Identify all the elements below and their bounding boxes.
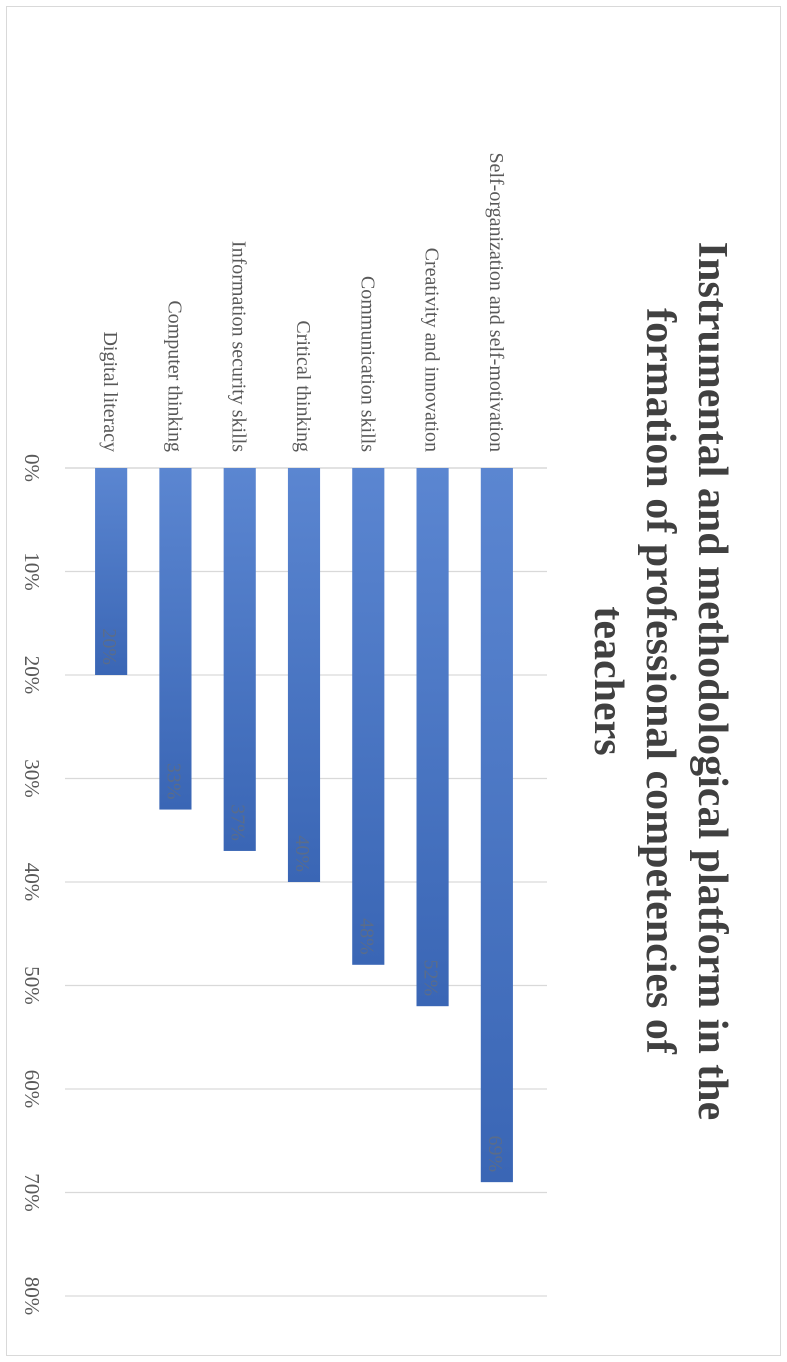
y-tick-label: 20% [20, 656, 44, 695]
y-tick-label: 50% [20, 966, 44, 1005]
data-labels: 69% 52% 48% 40% 37% 33% 20% [98, 628, 506, 1172]
bar [416, 468, 449, 1007]
category-label: Critical thinking [292, 320, 314, 452]
data-label: 20% [98, 628, 120, 665]
data-label: 52% [420, 960, 442, 997]
bar [223, 468, 256, 851]
bar [352, 468, 385, 965]
bar [287, 468, 321, 882]
y-tick-label: 40% [20, 863, 44, 902]
bars [95, 468, 513, 1183]
category-label: Information security skills [228, 241, 250, 452]
data-label: 69% [484, 1135, 506, 1172]
category-labels: Self-organization and self-motivation Cre… [99, 152, 507, 452]
y-tick-label: 10% [20, 552, 44, 591]
category-label: Digital literacy [99, 331, 121, 452]
chart-title-line-3: teachers [585, 606, 631, 755]
data-label: 40% [291, 835, 313, 872]
data-label: 48% [355, 918, 377, 955]
category-label: Communication skills [356, 276, 378, 452]
category-label: Computer thinking [163, 300, 185, 452]
chart-title: Instrumental and methodological platform… [585, 242, 735, 1121]
bar [480, 468, 513, 1183]
rotated-chart-group: 69% 52% 48% 40% 37% 33% 20% 0% 10% 20% 30% 40% 50% 6… [20, 152, 735, 1315]
y-tick-label: 70% [20, 1173, 44, 1212]
gridlines [65, 467, 547, 1297]
data-label: 33% [162, 763, 184, 800]
bar [159, 468, 192, 810]
chart-title-line-2: formation of professional competencies o… [637, 308, 683, 1055]
y-tick-label: 80% [20, 1277, 44, 1316]
data-label: 37% [227, 804, 249, 841]
y-tick-labels: 0% 10% 20% 30% 40% 50% 60% 70% 80% [20, 454, 44, 1315]
chart-title-line-1: Instrumental and methodological platform… [689, 242, 735, 1121]
y-tick-label: 0% [20, 454, 44, 482]
category-label: Self-organization and self-motivation [485, 152, 507, 452]
y-tick-label: 60% [20, 1070, 44, 1109]
category-label: Creativity and innovation [421, 248, 443, 452]
bar [95, 468, 128, 675]
chart-frame [6, 6, 781, 1356]
y-tick-label: 30% [20, 759, 44, 798]
